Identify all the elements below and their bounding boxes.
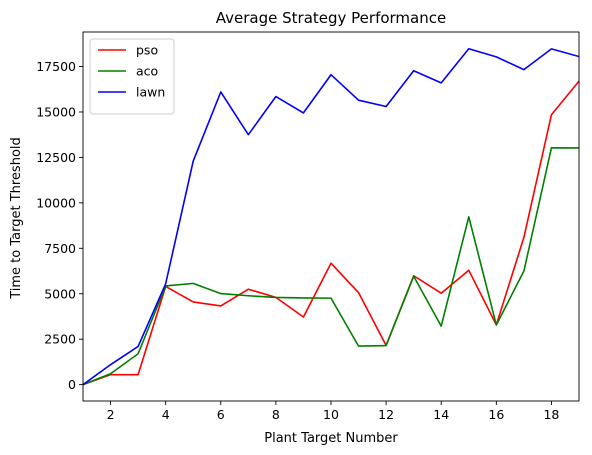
y-tick-label: 2500 [44, 332, 76, 347]
legend-label-pso: pso [136, 43, 158, 58]
x-tick-label: 8 [272, 407, 280, 422]
chart-title: Average Strategy Performance [216, 9, 446, 27]
x-tick-label: 12 [378, 407, 394, 422]
x-tick-label: 4 [162, 407, 170, 422]
x-axis-label: Plant Target Number [264, 431, 398, 446]
y-axis-ticks: 0 2500 5000 7500 10000 12500 15000 17500 [36, 59, 83, 392]
x-axis-ticks: 2 4 6 8 10 12 14 16 18 [107, 401, 559, 422]
legend-box [89, 38, 175, 115]
y-tick-label: 15000 [36, 104, 76, 119]
x-tick-label: 16 [488, 407, 504, 422]
series-line-pso [83, 80, 579, 386]
x-tick-label: 14 [433, 407, 449, 422]
x-tick-label: 10 [323, 407, 339, 422]
x-tick-label: 18 [543, 407, 559, 422]
y-tick-label: 12500 [36, 150, 76, 165]
series-line-aco [83, 146, 579, 386]
y-tick-label: 0 [68, 377, 76, 392]
legend: pso aco lawn [89, 38, 175, 115]
x-tick-label: 2 [107, 407, 115, 422]
y-tick-label: 5000 [44, 286, 76, 301]
series-line-lawn [83, 47, 579, 386]
y-tick-label: 7500 [44, 241, 76, 256]
legend-label-aco: aco [136, 64, 158, 79]
y-axis-label: Time to Target Threshold [9, 137, 24, 300]
y-tick-label: 17500 [36, 59, 76, 74]
y-tick-label: 10000 [36, 195, 76, 210]
legend-label-lawn: lawn [136, 85, 165, 100]
x-tick-label: 6 [217, 407, 225, 422]
